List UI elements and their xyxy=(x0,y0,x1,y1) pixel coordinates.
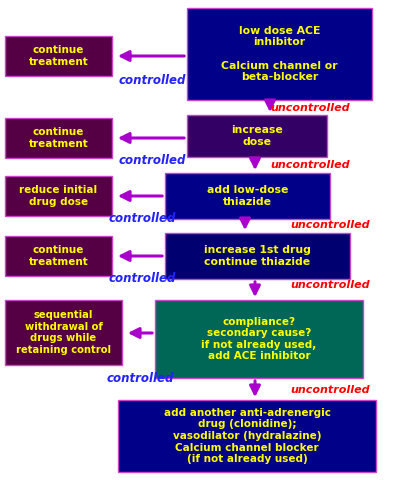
Text: add low-dose
thiazide: add low-dose thiazide xyxy=(207,185,288,207)
Text: continue
treatment: continue treatment xyxy=(29,127,88,149)
FancyBboxPatch shape xyxy=(5,236,112,276)
Text: controlled: controlled xyxy=(108,272,176,285)
Text: increase 1st drug
continue thiazide: increase 1st drug continue thiazide xyxy=(204,245,311,267)
FancyBboxPatch shape xyxy=(5,118,112,158)
FancyBboxPatch shape xyxy=(5,176,112,216)
FancyBboxPatch shape xyxy=(155,300,363,378)
FancyBboxPatch shape xyxy=(187,8,372,100)
Text: continue
treatment: continue treatment xyxy=(29,245,88,267)
Text: reduce initial
drug dose: reduce initial drug dose xyxy=(20,185,98,207)
FancyBboxPatch shape xyxy=(165,233,350,279)
Text: compliance?
secondary cause?
if not already used,
add ACE inhibitor: compliance? secondary cause? if not alre… xyxy=(201,317,317,361)
Text: controlled: controlled xyxy=(118,73,186,86)
Text: uncontrolled: uncontrolled xyxy=(290,220,370,230)
FancyBboxPatch shape xyxy=(5,36,112,76)
FancyBboxPatch shape xyxy=(187,115,327,157)
Text: controlled: controlled xyxy=(118,154,186,167)
FancyBboxPatch shape xyxy=(165,173,330,219)
Text: low dose ACE
inhibitor

Calcium channel or
beta-blocker: low dose ACE inhibitor Calcium channel o… xyxy=(221,26,338,82)
Text: controlled: controlled xyxy=(106,372,174,384)
Text: uncontrolled: uncontrolled xyxy=(270,160,350,170)
Text: add another anti-adrenergic
drug (clonidine);
vasodilator (hydralazine)
Calcium : add another anti-adrenergic drug (clonid… xyxy=(164,408,330,464)
FancyBboxPatch shape xyxy=(5,300,122,365)
Text: sequential
withdrawal of
drugs while
retaining control: sequential withdrawal of drugs while ret… xyxy=(16,310,111,355)
Text: continue
treatment: continue treatment xyxy=(29,45,88,67)
FancyBboxPatch shape xyxy=(118,400,376,472)
Text: controlled: controlled xyxy=(108,212,176,225)
Text: uncontrolled: uncontrolled xyxy=(290,385,370,395)
Text: increase
dose: increase dose xyxy=(231,125,283,147)
Text: uncontrolled: uncontrolled xyxy=(290,280,370,290)
Text: uncontrolled: uncontrolled xyxy=(270,103,350,113)
